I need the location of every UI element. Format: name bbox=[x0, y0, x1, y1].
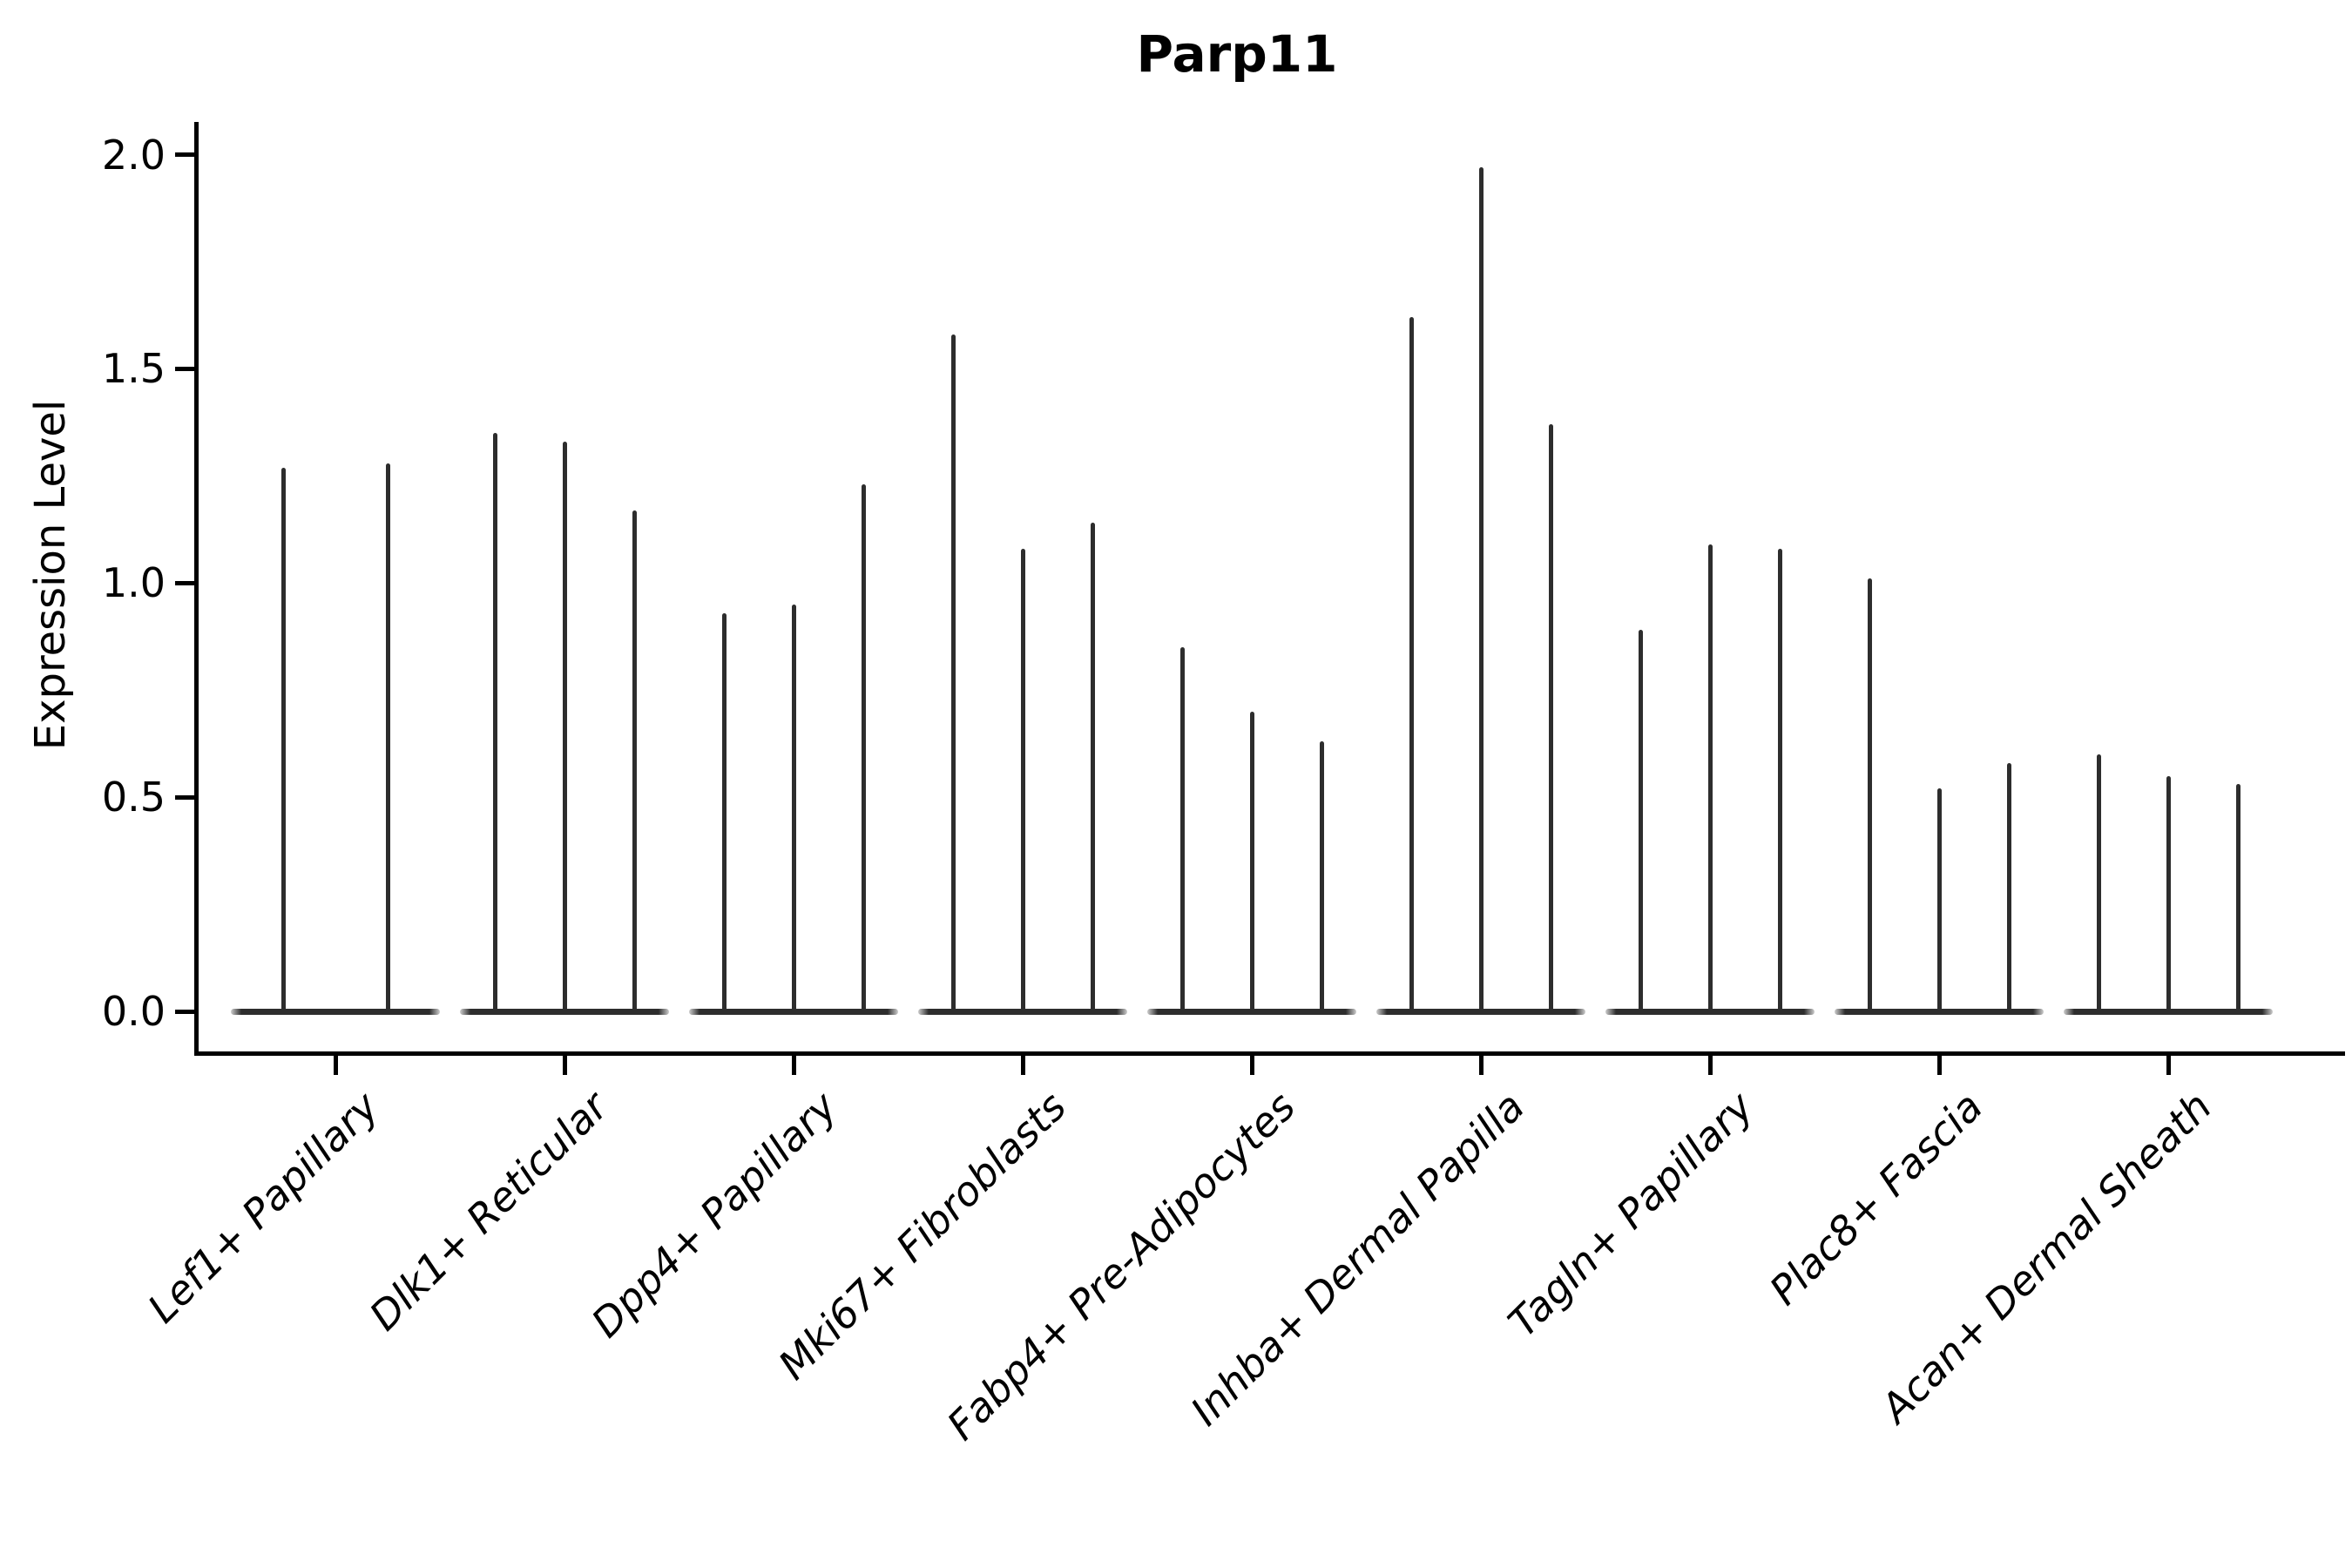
violin-spike bbox=[1936, 788, 1942, 1014]
y-tick-mark bbox=[175, 1009, 194, 1014]
x-tick-label: Inhba+ Dermal Papilla bbox=[1181, 1083, 1534, 1435]
violin-spike bbox=[2166, 775, 2171, 1014]
x-tick-label: Fabp4+ Pre-Adipocytes bbox=[937, 1083, 1305, 1450]
violin-spike bbox=[1548, 424, 1553, 1014]
violin-spike bbox=[1707, 544, 1713, 1014]
x-tick-label: Acan+ Dermal Sheath bbox=[1871, 1083, 2221, 1432]
violin-spike bbox=[632, 510, 637, 1014]
violin-spike bbox=[1090, 523, 1095, 1014]
violin-spike bbox=[1249, 711, 1254, 1014]
violin-spike bbox=[950, 335, 956, 1014]
y-tick-mark bbox=[175, 366, 194, 371]
violin-spike bbox=[791, 604, 796, 1014]
x-tick-label: Dpp4+ Papillary bbox=[582, 1083, 847, 1347]
violin-spike bbox=[861, 484, 866, 1014]
violin-spike bbox=[280, 467, 286, 1014]
violin-spike bbox=[721, 612, 727, 1014]
x-tick-mark bbox=[2166, 1056, 2171, 1075]
violin-spike bbox=[2096, 754, 2101, 1014]
y-tick-label: 2.0 bbox=[101, 131, 166, 179]
violin-spike bbox=[1478, 167, 1484, 1014]
y-tick-label: 1.0 bbox=[101, 559, 166, 607]
x-tick-mark bbox=[1478, 1056, 1484, 1075]
x-tick-mark bbox=[562, 1056, 567, 1075]
violin-spike bbox=[562, 442, 567, 1014]
violin-spike bbox=[2235, 784, 2240, 1014]
y-tick-label: 0.5 bbox=[101, 774, 166, 821]
y-tick-mark bbox=[175, 794, 194, 800]
x-tick-mark bbox=[1936, 1056, 1942, 1075]
x-tick-mark bbox=[791, 1056, 796, 1075]
x-tick-label: Mki67+ Fibroblasts bbox=[769, 1083, 1076, 1389]
x-tick-mark bbox=[1707, 1056, 1713, 1075]
plot-title: Parp11 bbox=[1136, 24, 1338, 84]
violin-spike bbox=[1867, 578, 1872, 1014]
violin-spike bbox=[1777, 548, 1782, 1014]
y-tick-mark bbox=[175, 580, 194, 585]
violin-spike bbox=[385, 463, 390, 1014]
y-tick-mark bbox=[175, 152, 194, 158]
violin-spike bbox=[2006, 762, 2011, 1014]
x-tick-label: Dlk1+ Reticular bbox=[360, 1083, 618, 1340]
x-tick-label: Tagln+ Papillary bbox=[1498, 1083, 1763, 1347]
x-axis-spine bbox=[194, 1051, 2345, 1056]
y-axis-spine bbox=[194, 122, 199, 1055]
x-tick-mark bbox=[333, 1056, 338, 1075]
violin-spike bbox=[1638, 630, 1643, 1014]
violin-spike bbox=[1179, 647, 1185, 1014]
violin-spike bbox=[492, 433, 497, 1014]
violin-baseline bbox=[231, 1009, 440, 1015]
x-tick-mark bbox=[1020, 1056, 1025, 1075]
violin-spike bbox=[1319, 741, 1324, 1014]
x-tick-mark bbox=[1249, 1056, 1254, 1075]
y-tick-label: 1.5 bbox=[101, 345, 166, 393]
violin-spike bbox=[1409, 317, 1414, 1014]
x-tick-label: Plac8+ Fascia bbox=[1760, 1083, 1992, 1315]
y-tick-label: 0.0 bbox=[101, 988, 166, 1035]
violin-spike bbox=[1020, 548, 1025, 1014]
